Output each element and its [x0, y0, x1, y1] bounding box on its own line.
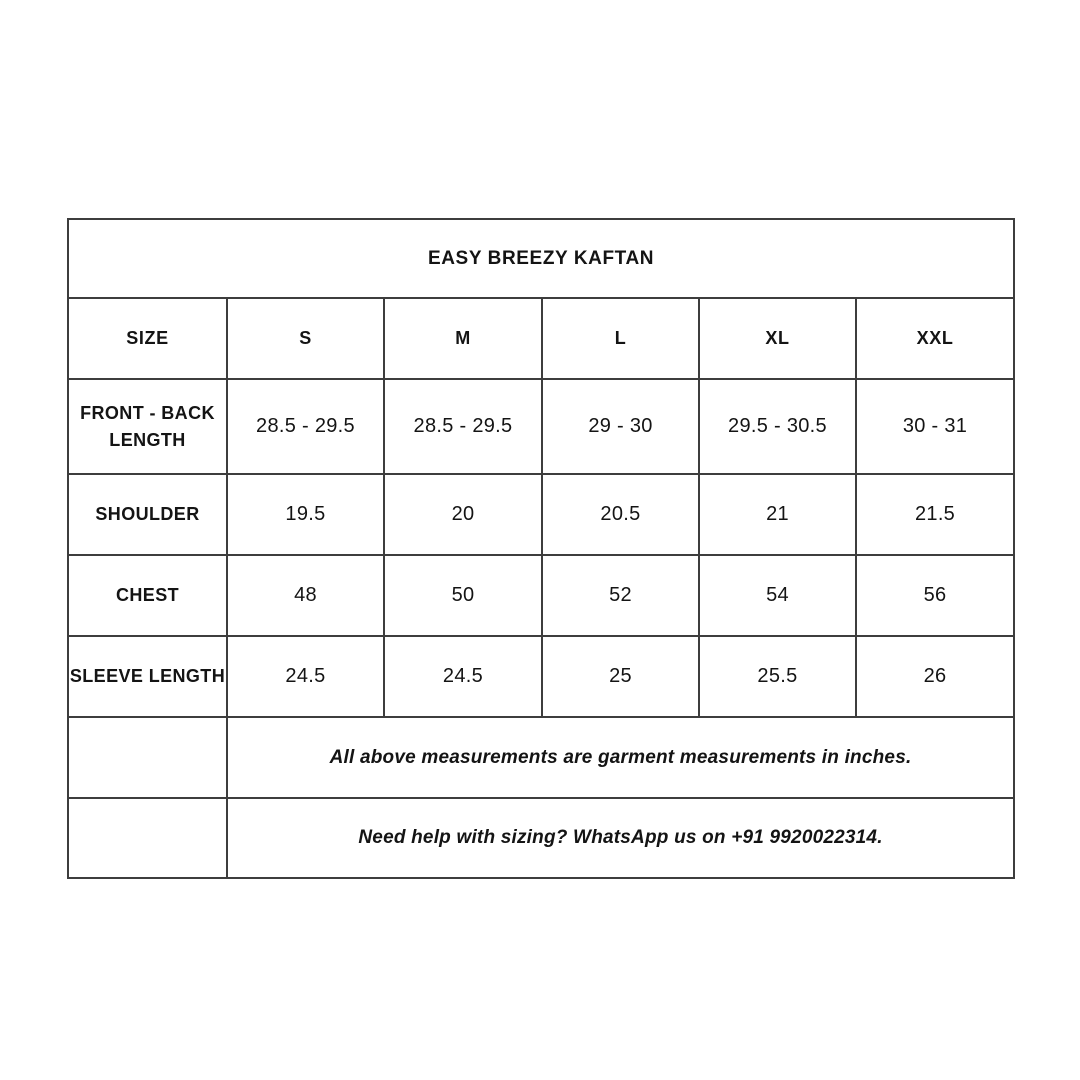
measurement-cell: 48	[226, 554, 385, 637]
measurement-cell: 19.5	[226, 473, 385, 556]
measurement-cell: 56	[854, 554, 1016, 637]
empty-cell	[67, 716, 228, 799]
measurement-cell: 28.5 - 29.5	[383, 378, 543, 475]
column-header-s: S	[226, 297, 385, 380]
column-header-size: SIZE	[67, 297, 228, 380]
measurement-cell: 21	[698, 473, 857, 556]
measurement-cell: 24.5	[226, 635, 385, 718]
measurement-cell: 29 - 30	[541, 378, 700, 475]
table-row: FRONT - BACK LENGTH 28.5 - 29.5 28.5 - 2…	[67, 378, 1016, 475]
title-row: EASY BREEZY KAFTAN	[66, 218, 1016, 299]
measurement-cell: 50	[383, 554, 543, 637]
table-row: CHEST 48 50 52 54 56	[67, 554, 1016, 637]
measurement-cell: 30 - 31	[854, 378, 1016, 475]
measurement-cell: 21.5	[854, 473, 1016, 556]
measurement-cell: 52	[541, 554, 700, 637]
measurement-cell: 25	[541, 635, 700, 718]
measurement-cell: 24.5	[383, 635, 543, 718]
measurement-cell: 25.5	[698, 635, 857, 718]
row-label-front-back-length: FRONT - BACK LENGTH	[67, 378, 228, 475]
column-header-l: L	[541, 297, 700, 380]
measurement-cell: 20.5	[541, 473, 700, 556]
note-row: Need help with sizing? WhatsApp us on +9…	[67, 797, 1016, 879]
measurement-cell: 20	[383, 473, 543, 556]
table-row: SHOULDER 19.5 20 20.5 21 21.5	[67, 473, 1016, 556]
column-header-xxl: XXL	[854, 297, 1016, 380]
column-header-m: M	[383, 297, 543, 380]
row-label-sleeve-length: SLEEVE LENGTH	[67, 635, 228, 718]
row-label-shoulder: SHOULDER	[67, 473, 228, 556]
column-header-xl: XL	[698, 297, 857, 380]
measurement-cell: 28.5 - 29.5	[226, 378, 385, 475]
row-label-chest: CHEST	[67, 554, 228, 637]
empty-cell	[67, 797, 228, 879]
note-measurements: All above measurements are garment measu…	[225, 716, 1016, 799]
header-row: SIZE S M L XL XXL	[67, 297, 1016, 380]
note-whatsapp: Need help with sizing? WhatsApp us on +9…	[225, 797, 1016, 879]
measurement-cell: 26	[854, 635, 1016, 718]
measurement-cell: 29.5 - 30.5	[698, 378, 857, 475]
size-chart-table: EASY BREEZY KAFTAN SIZE S M L XL XXL FRO…	[66, 218, 1016, 879]
table-title: EASY BREEZY KAFTAN	[66, 218, 1016, 299]
table-row: SLEEVE LENGTH 24.5 24.5 25 25.5 26	[67, 635, 1016, 718]
note-row: All above measurements are garment measu…	[67, 716, 1016, 799]
measurement-cell: 54	[698, 554, 857, 637]
